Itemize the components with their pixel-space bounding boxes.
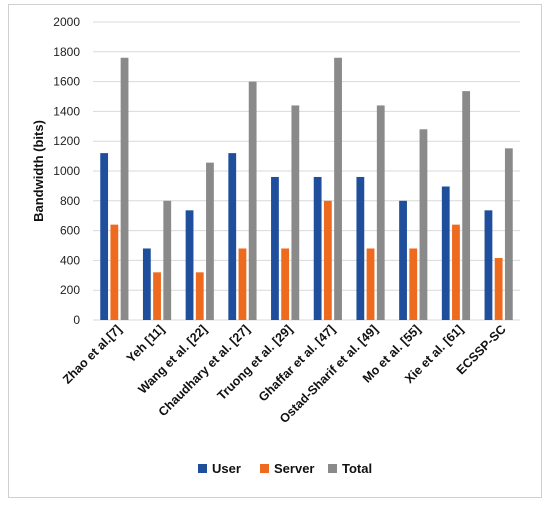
- bar-server: [366, 248, 375, 320]
- bar-server: [238, 248, 247, 320]
- y-axis-label: Bandwidth (bits): [31, 120, 46, 222]
- bar-user: [313, 176, 322, 320]
- bar-user: [271, 176, 279, 320]
- bar-total: [163, 200, 172, 320]
- y-tick-label: 200: [60, 283, 80, 297]
- y-tick-label: 800: [60, 194, 80, 208]
- x-category-label: Yeh [11]: [124, 322, 167, 365]
- bar-server: [153, 272, 161, 320]
- y-tick-labels: 0 200 400 600 800 1000 1200 1400 1600 1800 2000: [53, 15, 80, 327]
- legend-label-server: Server: [274, 461, 314, 476]
- x-category-labels: Zhao et al.[7] Yeh [11]Wang et al. [22]Ch…: [60, 322, 509, 426]
- bar-total: [291, 105, 300, 320]
- bars: [100, 57, 513, 320]
- bar-total: [504, 148, 513, 320]
- bar-total: [462, 91, 471, 320]
- bar-total: [334, 57, 342, 320]
- y-tick-label: 1600: [53, 75, 80, 89]
- y-tick-label: 0: [73, 313, 80, 327]
- bar-server: [281, 248, 290, 320]
- bar-user: [441, 186, 450, 320]
- bar-total: [206, 162, 214, 320]
- legend-label-user: User: [212, 461, 241, 476]
- x-category-label: Zhao et al.[7]: [60, 322, 124, 386]
- y-tick-label: 1800: [53, 45, 80, 59]
- bar-user: [185, 210, 194, 320]
- y-tick-label: 1200: [53, 134, 80, 148]
- bar-total: [248, 81, 257, 320]
- bar-user: [228, 153, 237, 320]
- bar-user: [100, 153, 109, 320]
- bar-server: [409, 248, 418, 320]
- y-tick-label: 400: [60, 253, 80, 267]
- bar-total: [120, 57, 129, 320]
- bar-server: [452, 224, 460, 320]
- x-category-label: Ghaffar et al. [47]: [256, 322, 338, 404]
- x-category-label: Truong et al. [29]: [215, 322, 296, 403]
- y-tick-label: 1000: [53, 164, 80, 178]
- y-tick-label: 600: [60, 224, 80, 238]
- legend-swatch-user: [198, 464, 207, 473]
- legend-label-total: Total: [342, 461, 372, 476]
- bar-user: [356, 176, 365, 320]
- y-tick-label: 2000: [53, 15, 80, 29]
- legend-swatch-server: [260, 464, 269, 473]
- y-tick-label: 1400: [53, 104, 80, 118]
- bar-total: [376, 105, 385, 320]
- legend: User Server Total: [198, 461, 372, 476]
- bar-user: [142, 248, 151, 320]
- bar-server: [195, 272, 204, 320]
- bar-server: [323, 200, 332, 320]
- bar-user: [399, 200, 407, 320]
- legend-swatch-total: [328, 464, 337, 473]
- bar-server: [110, 224, 119, 320]
- bar-total: [419, 129, 428, 320]
- bar-server: [494, 258, 503, 320]
- bar-user: [484, 210, 493, 320]
